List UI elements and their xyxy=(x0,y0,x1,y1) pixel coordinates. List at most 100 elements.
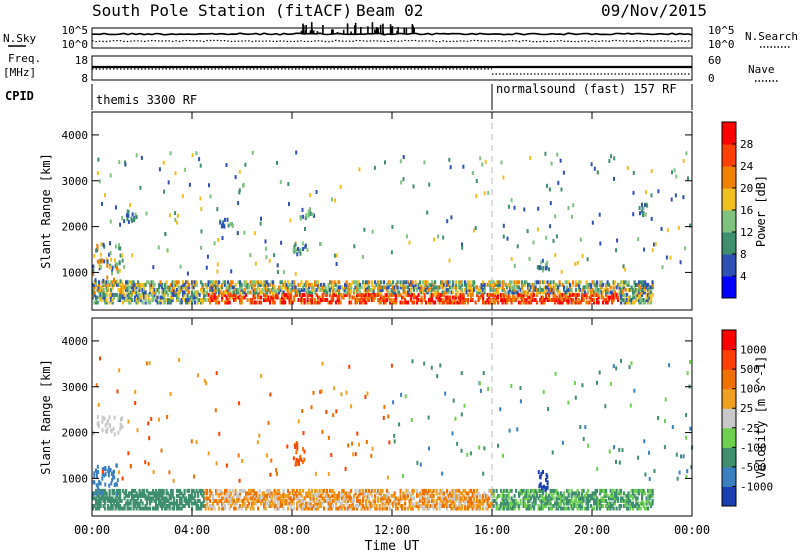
velocity-cell xyxy=(527,504,530,508)
power-cell xyxy=(249,280,252,285)
velocity-cell xyxy=(92,431,95,436)
power-cell xyxy=(272,282,275,287)
velocity-cell xyxy=(119,493,122,498)
velocity-cell xyxy=(549,491,552,496)
velocity-cell xyxy=(470,498,473,503)
power-cell xyxy=(638,290,641,295)
velocity-cell xyxy=(108,506,111,511)
power-cell xyxy=(377,285,380,290)
velocity-cell xyxy=(288,501,291,506)
velocity-cell xyxy=(180,496,183,501)
power-cell xyxy=(560,292,563,297)
power-cell xyxy=(407,292,410,297)
velocity-cell xyxy=(116,493,119,498)
velocity-cell xyxy=(541,485,543,490)
velocity-cell xyxy=(593,491,596,496)
power-cell xyxy=(149,287,152,292)
power-cell xyxy=(104,282,107,287)
power-cell xyxy=(239,300,242,305)
power-cell xyxy=(135,298,138,302)
velocity-cell xyxy=(106,419,109,423)
power-cell xyxy=(309,212,312,216)
power-cell xyxy=(324,285,327,290)
velocity-cell xyxy=(102,488,105,493)
velocity-cell xyxy=(594,491,597,496)
velocity-cell xyxy=(150,491,153,496)
power-cell xyxy=(624,295,627,300)
velocity-cell xyxy=(339,504,342,508)
velocity-cell xyxy=(650,493,653,498)
velocity-cell xyxy=(533,488,536,493)
power-cell xyxy=(152,280,155,285)
velocity-cell xyxy=(212,504,215,508)
velocity-cell xyxy=(572,491,575,496)
power-cell xyxy=(449,165,452,170)
power-cell xyxy=(513,285,516,290)
power-cell xyxy=(623,298,626,302)
power-cell xyxy=(544,266,547,271)
power-cell xyxy=(272,290,275,295)
power-cell xyxy=(578,292,581,297)
velocity-cell xyxy=(144,460,147,465)
power-cell xyxy=(156,287,159,292)
velocity-cell xyxy=(512,506,515,511)
power-cell xyxy=(332,292,335,297)
power-cell xyxy=(402,155,405,159)
power-cell xyxy=(474,285,477,290)
velocity-cell xyxy=(423,493,426,498)
power-cell xyxy=(254,292,257,297)
velocity-cell xyxy=(664,419,666,424)
power-cell xyxy=(167,285,170,290)
velocity-cell xyxy=(515,488,518,493)
velocity-cell xyxy=(207,506,210,511)
power-cell xyxy=(290,300,293,305)
power-cell xyxy=(222,280,225,285)
velocity-cell xyxy=(453,496,456,501)
velocity-cell xyxy=(554,501,557,506)
velocity-cell xyxy=(455,506,458,511)
velocity-cell xyxy=(530,496,533,501)
velocity-cell xyxy=(134,498,137,503)
power-cell xyxy=(332,298,335,302)
power-cell xyxy=(544,262,547,267)
velocity-cell xyxy=(426,496,429,501)
velocity-cell xyxy=(104,482,107,487)
power-cell xyxy=(642,213,644,218)
velocity-cell xyxy=(356,496,359,501)
velocity-cell xyxy=(296,442,299,447)
power-cell xyxy=(650,285,653,290)
velocity-cell xyxy=(330,453,333,457)
velocity-cell xyxy=(224,506,227,511)
velocity-cell xyxy=(299,498,302,503)
velocity-cell xyxy=(164,501,167,506)
velocity-cell xyxy=(519,488,522,493)
power-cell xyxy=(125,213,128,218)
power-cell xyxy=(176,220,179,225)
velocity-cell xyxy=(389,506,392,511)
velocity-cell xyxy=(578,491,581,496)
velocity-cell xyxy=(351,504,354,508)
power-cell xyxy=(95,298,98,302)
power-cell xyxy=(440,282,443,287)
velocity-cell xyxy=(228,498,231,503)
velocity-cell xyxy=(200,504,203,508)
power-cell xyxy=(684,246,687,251)
velocity-cell xyxy=(462,498,465,503)
power-cell xyxy=(557,290,560,295)
velocity-cell xyxy=(113,432,116,437)
velocity-cell xyxy=(450,501,453,506)
velocity-cell xyxy=(125,493,128,498)
power-cell xyxy=(105,285,108,290)
velocity-cell xyxy=(539,498,542,503)
colorbar-tick-label: 25 xyxy=(740,402,753,415)
power-cell xyxy=(644,282,647,287)
power-cell xyxy=(180,298,183,302)
velocity-cell xyxy=(132,496,135,501)
velocity-cell xyxy=(482,498,485,503)
velocity-cell xyxy=(635,496,638,501)
power-cell xyxy=(550,161,553,166)
velocity-cell xyxy=(545,493,548,498)
power-cell xyxy=(215,287,218,292)
power-cell xyxy=(102,287,105,292)
velocity-cell xyxy=(219,491,222,496)
